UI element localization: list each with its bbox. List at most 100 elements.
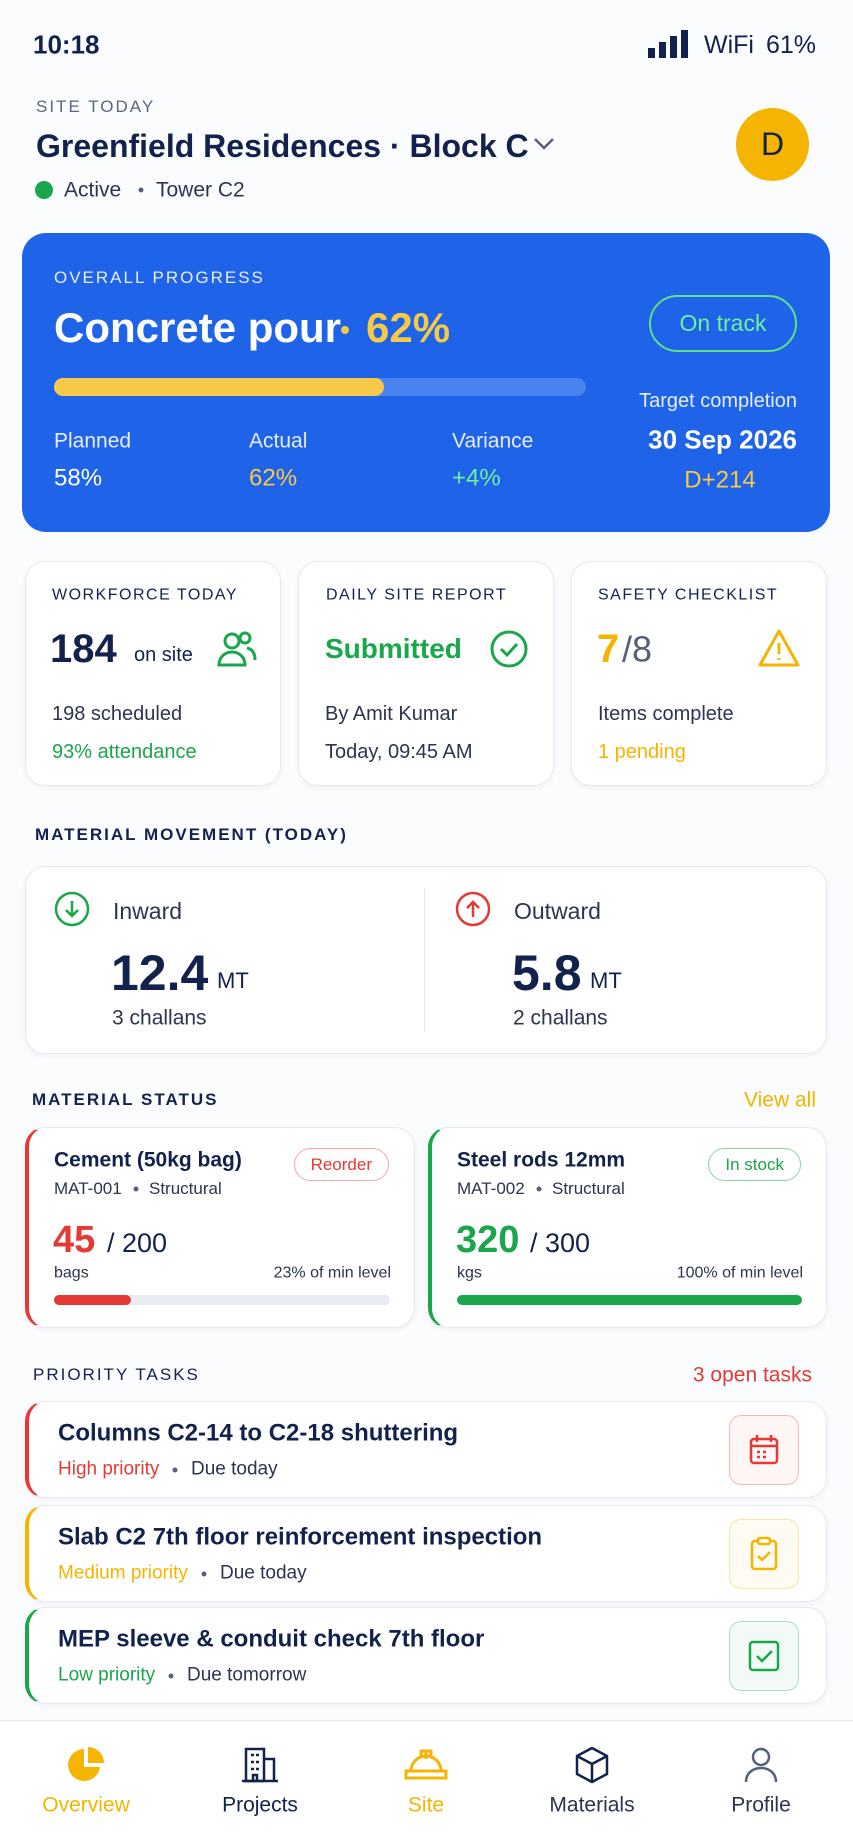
material-category: Structural xyxy=(552,1178,625,1198)
material-name: Cement (50kg bag) xyxy=(54,1148,242,1172)
outward-icon xyxy=(455,891,491,927)
report-card[interactable] xyxy=(298,561,554,786)
material-code: MAT-001 xyxy=(54,1178,122,1198)
status-dot xyxy=(35,181,53,199)
progress-fill xyxy=(54,378,384,396)
stat-value: +4% xyxy=(452,464,501,492)
task-icon-box[interactable] xyxy=(729,1621,799,1691)
material-card[interactable] xyxy=(25,1127,415,1328)
card-line: 198 scheduled xyxy=(52,703,183,725)
stat-value: 58% xyxy=(54,464,103,492)
task-due: Due tomorrow xyxy=(187,1664,307,1686)
material-unit: bags xyxy=(54,1264,89,1282)
stat-label: Actual xyxy=(249,429,308,453)
battery: 61% xyxy=(766,31,817,59)
progress-eyebrow: OVERALL PROGRESS xyxy=(54,267,265,287)
view-all-link[interactable]: View all xyxy=(744,1088,816,1112)
material-code: MAT-002 xyxy=(457,1178,525,1198)
status-badge: On track xyxy=(649,295,797,352)
task-title: MEP sleeve & conduit check 7th floor xyxy=(58,1625,485,1653)
material-total: / 300 xyxy=(530,1227,591,1258)
safety-card[interactable] xyxy=(571,561,827,786)
target-label: Target completion xyxy=(639,390,797,412)
task-card[interactable] xyxy=(25,1607,827,1704)
divider xyxy=(424,888,425,1032)
check-icon xyxy=(490,630,528,668)
task-priority: High priority xyxy=(58,1458,160,1480)
movement-label: Inward xyxy=(113,898,183,925)
stat-label: Variance xyxy=(452,429,534,453)
signal-icon xyxy=(648,30,688,58)
movement-note: 3 challans xyxy=(112,1006,207,1030)
stat-value: 62% xyxy=(249,464,298,492)
movement-unit: MT xyxy=(217,967,249,993)
separator xyxy=(172,1467,178,1473)
movement-note: 2 challans xyxy=(513,1006,608,1030)
target-date: 30 Sep 2026 xyxy=(648,424,797,455)
card-title: SAFETY CHECKLIST xyxy=(598,586,779,604)
warning-icon xyxy=(758,629,800,667)
level-track xyxy=(54,1295,390,1305)
bottom-nav xyxy=(0,1720,853,1844)
card-line: By Amit Kumar xyxy=(325,703,458,725)
task-due: Due today xyxy=(191,1458,278,1480)
dropdown-icon[interactable] xyxy=(532,136,556,152)
movement-label: Outward xyxy=(514,898,601,925)
movement-value: 12.4 xyxy=(111,945,209,1001)
task-priority: Low priority xyxy=(58,1664,156,1686)
separator xyxy=(138,187,144,193)
card-unit: on site xyxy=(134,644,193,666)
task-icon-box[interactable] xyxy=(729,1415,799,1485)
separator xyxy=(201,1571,207,1577)
profile-icon[interactable] xyxy=(741,1745,781,1785)
status: Active xyxy=(64,178,122,202)
card-value: 184 xyxy=(50,627,117,671)
workforce-icon xyxy=(217,631,257,667)
workforce-card[interactable] xyxy=(25,561,281,786)
task-title: Columns C2-14 to C2-18 shuttering xyxy=(58,1419,459,1447)
stat-label: Planned xyxy=(54,429,132,453)
inward-icon xyxy=(54,891,90,927)
site-title[interactable]: Greenfield Residences · Block C xyxy=(36,127,529,164)
task-card[interactable] xyxy=(25,1505,827,1602)
nav-label[interactable]: Materials xyxy=(549,1793,635,1817)
card-line: Items complete xyxy=(598,703,734,725)
task-card[interactable] xyxy=(25,1401,827,1498)
card-line: 93% attendance xyxy=(52,741,197,763)
site-icon[interactable] xyxy=(403,1745,449,1785)
level-fill xyxy=(54,1295,132,1305)
progress-track xyxy=(54,378,586,396)
projects-icon[interactable] xyxy=(240,1745,280,1785)
material-current: 45 xyxy=(53,1219,96,1262)
section-heading: MATERIAL MOVEMENT (TODAY) xyxy=(35,824,348,844)
nav-label[interactable]: Overview xyxy=(42,1793,130,1817)
material-card[interactable] xyxy=(428,1127,827,1328)
card-value: Submitted xyxy=(325,633,462,665)
nav-label[interactable]: Profile xyxy=(731,1793,791,1817)
materials-icon[interactable] xyxy=(572,1745,612,1785)
network: WiFi xyxy=(704,31,754,59)
card-title: DAILY SITE REPORT xyxy=(326,586,508,604)
card-value: 7 xyxy=(597,627,620,671)
task-icon-box[interactable] xyxy=(729,1519,799,1589)
nav-label[interactable]: Site xyxy=(407,1793,445,1817)
movement-value: 5.8 xyxy=(512,945,582,1001)
material-level: 23% of min level xyxy=(273,1264,391,1282)
card-title: WORKFORCE TODAY xyxy=(52,586,239,604)
material-badge: Reorder xyxy=(293,1148,389,1181)
material-total: / 200 xyxy=(107,1227,168,1258)
material-name: Steel rods 12mm xyxy=(457,1148,626,1172)
task-icon xyxy=(750,1536,778,1571)
task-priority: Medium priority xyxy=(58,1562,188,1584)
section-heading: MATERIAL STATUS xyxy=(32,1089,219,1109)
task-icon xyxy=(749,1435,779,1465)
material-badge: In stock xyxy=(708,1148,801,1181)
overview-icon[interactable] xyxy=(66,1745,106,1785)
nav-label[interactable]: Projects xyxy=(222,1793,298,1817)
section-heading: PRIORITY TASKS xyxy=(33,1364,200,1384)
material-unit: kgs xyxy=(457,1264,482,1282)
avatar[interactable]: D xyxy=(736,108,809,181)
activity: Concrete pour xyxy=(54,303,342,351)
card-line: Today, 09:45 AM xyxy=(325,741,473,763)
